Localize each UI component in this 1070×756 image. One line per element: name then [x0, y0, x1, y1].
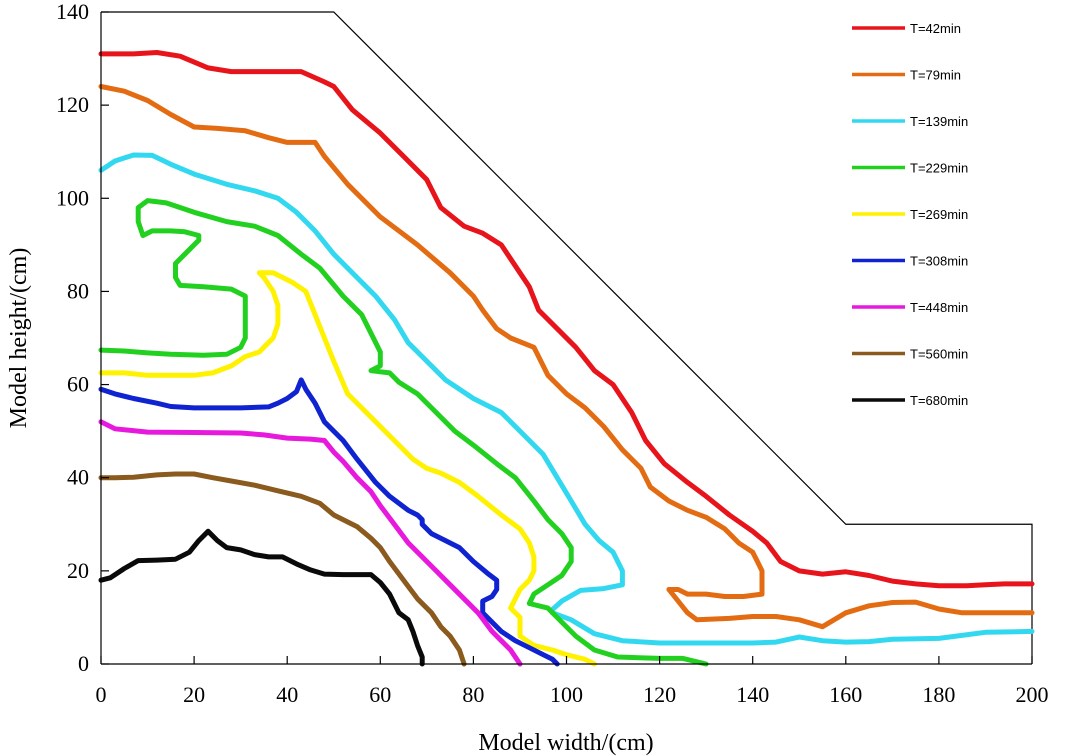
- legend-label-t-269min: T=269min: [910, 207, 968, 222]
- legend-label-t-308min: T=308min: [910, 254, 968, 269]
- y-tick-labels: 0 20 40 60 80 100 120 140: [56, 0, 89, 676]
- axis-layer: [100, 11, 1033, 665]
- y-tick-label: 60: [67, 372, 89, 397]
- slope-outline-layer: [101, 11, 1033, 664]
- series-line-t-308min: [98, 377, 560, 667]
- legend-label-t-560min: T=560min: [910, 347, 968, 362]
- series-line-t-560min: [98, 471, 467, 667]
- x-tick-label: 200: [1016, 682, 1049, 707]
- y-axis-title: Model height/(cm): [6, 248, 32, 429]
- series-layer: [98, 50, 1035, 667]
- x-tick-label: 120: [643, 682, 676, 707]
- y-tick-label: 0: [78, 651, 89, 676]
- y-tick-label: 20: [67, 558, 89, 583]
- series-line-t-680min: [98, 528, 425, 667]
- y-tick-label: 140: [56, 0, 89, 24]
- series-line-t-42min: [98, 50, 1035, 589]
- series-line-t-448min: [98, 419, 523, 667]
- x-tick-label: 60: [369, 682, 391, 707]
- x-tick-label: 140: [736, 682, 769, 707]
- x-tick-label: 20: [183, 682, 205, 707]
- legend-label-t-229min: T=229min: [910, 161, 968, 176]
- slope-outline: [101, 11, 1033, 664]
- x-axis-title: Model width/(cm): [478, 730, 653, 756]
- x-tick-label: 100: [550, 682, 583, 707]
- y-tick-label: 80: [67, 278, 89, 303]
- y-tick-label: 40: [67, 465, 89, 490]
- legend-label-t-448min: T=448min: [910, 300, 968, 315]
- x-tick-label: 160: [829, 682, 862, 707]
- y-tick-label: 120: [56, 92, 89, 117]
- y-tick-label: 100: [56, 185, 89, 210]
- legend-label-t-79min: T=79min: [910, 68, 961, 83]
- legend-label-t-42min: T=42min: [910, 21, 961, 36]
- x-tick-label: 180: [922, 682, 955, 707]
- series-line-t-79min: [98, 84, 1035, 630]
- series-line-t-269min: [98, 270, 597, 667]
- x-tick-labels: 0 20 40 60 80 100 120 140 160 180 200: [96, 682, 1049, 707]
- series-line-t-229min: [98, 198, 709, 667]
- legend-label-t-139min: T=139min: [910, 114, 968, 129]
- legend-label-t-680min: T=680min: [910, 393, 968, 408]
- x-tick-label: 0: [96, 682, 107, 707]
- x-tick-label: 80: [462, 682, 484, 707]
- series-line-t-139min: [98, 152, 1035, 646]
- x-tick-label: 40: [276, 682, 298, 707]
- legend: T=42min T=79min T=139min T=229min T=269min T=…: [852, 21, 968, 408]
